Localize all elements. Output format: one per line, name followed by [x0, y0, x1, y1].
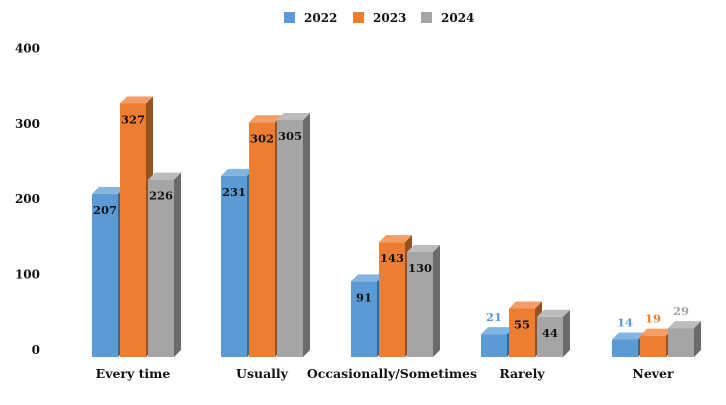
bar-side — [694, 321, 701, 357]
bar — [537, 309, 570, 357]
y-tick-label: 100 — [15, 268, 40, 282]
bar-top — [537, 309, 570, 317]
bar-side — [303, 113, 310, 357]
y-tick-label: 400 — [15, 41, 40, 55]
bar-front — [120, 103, 146, 357]
y-axis: 0 100 200 300 400 — [15, 41, 40, 357]
bar-top — [640, 328, 673, 336]
legend-item: 2023 — [353, 11, 406, 25]
legend-swatch — [421, 12, 432, 23]
data-label: 55 — [514, 318, 530, 332]
bar-side — [174, 172, 181, 357]
bar-front — [668, 328, 694, 357]
data-label: 130 — [408, 261, 432, 275]
y-tick-label: 0 — [32, 343, 40, 357]
bar-front — [148, 179, 174, 357]
bar-front — [92, 193, 118, 357]
bar-top — [407, 244, 440, 252]
data-label: 143 — [380, 251, 404, 265]
bar-top — [148, 172, 181, 180]
bar — [379, 235, 412, 357]
legend-label: 2022 — [304, 11, 337, 25]
bar — [148, 172, 181, 357]
legend-swatch — [353, 12, 364, 23]
y-tick-label: 200 — [15, 192, 40, 206]
bar-front — [221, 175, 247, 357]
data-label: 231 — [222, 185, 246, 199]
legend-item: 2022 — [284, 11, 337, 25]
bar — [249, 115, 282, 358]
data-label: 327 — [121, 112, 145, 126]
chart-legend: 2022 2023 2024 — [284, 11, 474, 25]
legend-label: 2024 — [441, 11, 474, 25]
bar-front — [509, 308, 535, 357]
data-label: 19 — [645, 312, 661, 326]
bar-top — [351, 274, 384, 282]
data-label: 91 — [356, 290, 372, 304]
legend-swatch — [284, 12, 295, 23]
data-label: 226 — [149, 189, 173, 203]
bar-top — [277, 113, 310, 121]
bar-top — [612, 332, 645, 340]
x-category-label: Occasionally/Sometimes — [307, 366, 477, 381]
bar-front — [537, 316, 563, 357]
bar-top — [668, 321, 701, 329]
bar-front — [407, 251, 433, 357]
bar-top — [221, 168, 254, 176]
bar — [481, 327, 514, 357]
x-axis: Every time Usually Occasionally/Sometimes R… — [96, 366, 674, 381]
bar-front — [351, 281, 377, 357]
x-category-label: Rarely — [499, 366, 545, 381]
data-label: 207 — [93, 203, 117, 217]
data-label: 21 — [486, 310, 502, 324]
bar-front — [481, 334, 507, 357]
bar — [668, 321, 701, 357]
data-labels: 207 231 91 21 14 327 302 143 55 19 226 305 130 44 29 — [93, 112, 689, 339]
bar-front — [379, 242, 405, 357]
bar-top — [379, 235, 412, 243]
data-label: 302 — [250, 131, 274, 145]
bar-front — [640, 335, 666, 357]
data-label: 305 — [278, 129, 302, 143]
bars — [92, 96, 701, 358]
bar-top — [120, 96, 153, 104]
bar — [277, 113, 310, 357]
data-label: 14 — [617, 315, 633, 329]
bar — [407, 244, 440, 357]
bar-top — [249, 115, 282, 123]
bar-front — [249, 122, 275, 358]
legend-label: 2023 — [373, 11, 406, 25]
data-label: 44 — [542, 326, 558, 340]
bar — [92, 186, 125, 357]
bar-side — [563, 309, 570, 357]
x-category-label: Usually — [236, 366, 289, 381]
y-tick-label: 300 — [15, 117, 40, 131]
data-label: 29 — [673, 304, 689, 318]
bar-top — [481, 327, 514, 335]
x-category-label: Never — [632, 366, 674, 381]
bar-front — [277, 120, 303, 357]
bar-side — [433, 244, 440, 357]
bar-top — [92, 186, 125, 194]
bar-top — [509, 301, 542, 309]
x-category-label: Every time — [96, 366, 171, 381]
legend-item: 2024 — [421, 11, 474, 25]
bar-front — [612, 339, 638, 357]
